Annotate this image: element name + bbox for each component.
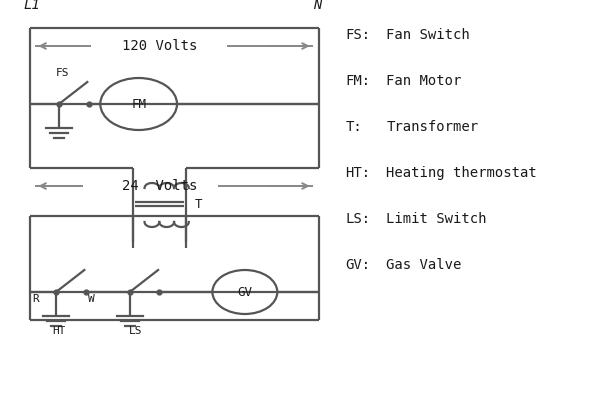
Text: Fan Switch: Fan Switch: [386, 28, 470, 42]
Text: HT: HT: [53, 326, 65, 336]
Text: L1: L1: [24, 0, 40, 12]
Text: T: T: [195, 198, 202, 210]
Text: HT:: HT:: [345, 166, 371, 180]
Text: FS: FS: [56, 68, 70, 78]
Text: Fan Motor: Fan Motor: [386, 74, 462, 88]
Text: Heating thermostat: Heating thermostat: [386, 166, 537, 180]
Text: N: N: [313, 0, 321, 12]
Text: LS: LS: [129, 326, 142, 336]
Text: GV:: GV:: [345, 258, 371, 272]
Text: FM:: FM:: [345, 74, 371, 88]
Text: LS:: LS:: [345, 212, 371, 226]
Text: Transformer: Transformer: [386, 120, 478, 134]
Text: R: R: [32, 294, 39, 304]
Text: FS:: FS:: [345, 28, 371, 42]
Text: 120 Volts: 120 Volts: [122, 39, 197, 53]
Text: GV: GV: [237, 286, 253, 298]
Text: T:: T:: [345, 120, 362, 134]
Text: 24  Volts: 24 Volts: [122, 179, 197, 193]
Text: Gas Valve: Gas Valve: [386, 258, 462, 272]
Text: Limit Switch: Limit Switch: [386, 212, 487, 226]
Text: W: W: [88, 294, 95, 304]
Text: FM: FM: [131, 98, 146, 110]
